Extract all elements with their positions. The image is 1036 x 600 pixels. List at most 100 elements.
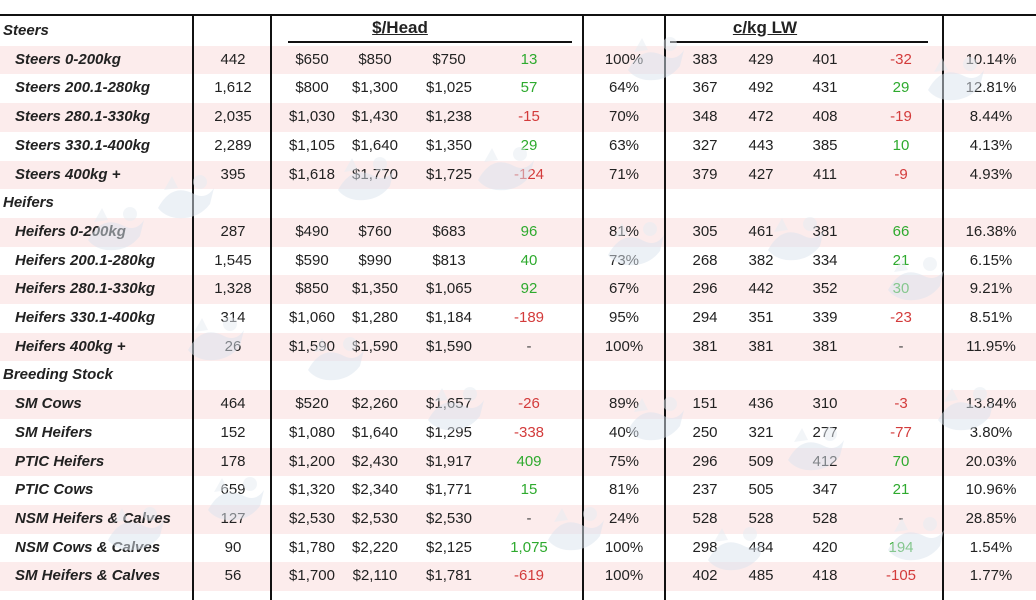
head-count-cell: 2,289 [214, 136, 252, 154]
row-label: PTIC Cows [15, 481, 94, 499]
ckg-change-cell: -19 [890, 108, 912, 126]
percent-cell: 100% [604, 337, 644, 355]
row-label: Steers 280.1-330kg [15, 108, 151, 126]
ckg-min-cell: 296 [692, 280, 718, 298]
ckg-min-cell: 402 [692, 567, 718, 585]
ckg-avg-cell: 381 [812, 337, 838, 355]
ckg-max-cell: 509 [748, 452, 774, 470]
price-max-cell: $2,430 [352, 452, 398, 470]
header-underline-cents [670, 41, 928, 43]
table-row: Heifers 200.1-280kg 1,545 $590 $990 $813 40 73… [0, 247, 1036, 276]
table-row: SM Heifers 152 $1,080 $1,640 $1,295 -338 40% 25… [0, 419, 1036, 448]
percent-cell: 64% [608, 79, 640, 97]
price-max-cell: $2,340 [352, 481, 398, 499]
percent-share-cell: 8.44% [969, 108, 1013, 126]
category-row: Steers [0, 17, 1036, 46]
price-change-cell: 15 [520, 481, 538, 499]
table-row: Steers 280.1-330kg 2,035 $1,030 $1,430 $1,23… [0, 103, 1036, 132]
row-label: Steers 330.1-400kg [15, 136, 151, 154]
row-label: Heifers 200.1-280kg [15, 251, 156, 269]
price-avg-cell: $1,295 [426, 423, 472, 441]
price-avg-cell: $1,065 [426, 280, 472, 298]
price-max-cell: $1,300 [352, 79, 398, 97]
ckg-min-cell: 305 [692, 222, 718, 240]
ckg-avg-cell: 385 [812, 136, 838, 154]
row-label: SM Cows [15, 395, 82, 413]
ckg-avg-cell: 411 [813, 165, 837, 183]
percent-share-cell: 10.96% [965, 481, 1017, 499]
ckg-min-cell: 296 [692, 452, 718, 470]
percent-cell: 63% [608, 136, 640, 154]
ckg-min-cell: 268 [692, 251, 718, 269]
ckg-change-cell: 70 [892, 452, 910, 470]
percent-cell: 89% [608, 395, 640, 413]
price-change-cell: 57 [520, 79, 538, 97]
head-count-cell: 1,545 [214, 251, 252, 269]
table-row: Heifers 0-200kg 287 $490 $760 $683 96 81% 305 46… [0, 217, 1036, 247]
head-count-cell: 56 [224, 567, 242, 585]
ckg-max-cell: 505 [748, 481, 774, 499]
percent-share-cell: 4.13% [969, 136, 1013, 154]
ckg-avg-cell: 277 [812, 423, 838, 441]
percent-share-cell: 8.51% [969, 309, 1013, 326]
table-row: NSM Heifers & Calves 127 $2,530 $2,530 $2,53… [0, 504, 1036, 534]
price-change-cell: -189 [513, 309, 545, 326]
price-min-cell: $650 [295, 50, 329, 68]
ckg-avg-cell: 528 [812, 509, 838, 527]
column-divider [192, 16, 194, 600]
percent-share-cell: 28.85% [965, 509, 1017, 527]
head-count-cell: 287 [220, 222, 246, 240]
price-max-cell: $1,590 [352, 337, 398, 355]
table-row: Heifers 280.1-330kg 1,328 $850 $1,350 $1,065… [0, 275, 1036, 304]
percent-share-cell: 4.93% [969, 165, 1013, 183]
percent-share-cell: 10.14% [965, 50, 1017, 68]
price-max-cell: $1,430 [352, 108, 398, 126]
ckg-change-cell: 21 [892, 251, 910, 269]
price-avg-cell: $1,238 [426, 108, 472, 126]
price-avg-cell: $2,125 [426, 538, 472, 556]
percent-share-cell: 11.95% [966, 337, 1016, 355]
table-row: Heifers 330.1-400kg 314 $1,060 $1,280 $1,184… [0, 304, 1036, 333]
ckg-avg-cell: 381 [812, 222, 838, 240]
table-row: Steers 0-200kg 442 $650 $850 $750 13 100% 383 42… [0, 45, 1036, 75]
head-count-cell: 178 [220, 452, 246, 470]
price-change-cell: 96 [520, 222, 538, 240]
column-divider [582, 16, 584, 600]
price-avg-cell: $1,781 [426, 567, 472, 585]
row-label: Steers 0-200kg [15, 50, 121, 68]
ckg-min-cell: 383 [692, 50, 718, 68]
price-avg-cell: $2,530 [426, 509, 472, 527]
ckg-min-cell: 367 [692, 79, 718, 97]
ckg-max-cell: 484 [748, 538, 774, 556]
price-min-cell: $590 [295, 251, 329, 269]
row-label: SM Heifers [15, 423, 93, 441]
head-count-cell: 659 [220, 481, 246, 499]
price-change-cell: -124 [513, 165, 545, 183]
ckg-max-cell: 443 [748, 136, 774, 154]
percent-share-cell: 1.77% [969, 567, 1013, 585]
row-label: Heifers 280.1-330kg [15, 280, 156, 298]
price-min-cell: $520 [295, 395, 329, 413]
ckg-min-cell: 528 [692, 509, 718, 527]
table-row: Steers 330.1-400kg 2,289 $1,105 $1,640 $1,35… [0, 132, 1036, 161]
price-min-cell: $1,590 [289, 337, 335, 355]
price-max-cell: $990 [358, 251, 392, 269]
price-max-cell: $1,640 [352, 423, 398, 441]
price-min-cell: $2,530 [289, 509, 335, 527]
ckg-change-cell: -77 [890, 423, 912, 441]
percent-share-cell: 3.80% [969, 423, 1013, 441]
percent-cell: 81% [608, 481, 640, 499]
percent-cell: 81% [608, 222, 640, 240]
row-label: NSM Heifers & Calves [15, 509, 171, 527]
price-max-cell: $2,530 [352, 509, 398, 527]
head-count-cell: 26 [224, 337, 242, 355]
table-row: SM Cows 464 $520 $2,260 $1,657 -26 89% 151 436 31… [0, 390, 1036, 419]
head-count-cell: 442 [220, 50, 246, 68]
ckg-change-cell: -32 [890, 50, 912, 68]
ckg-change-cell: -105 [885, 567, 917, 585]
ckg-max-cell: 461 [748, 222, 774, 240]
ckg-avg-cell: 352 [812, 280, 838, 298]
price-avg-cell: $1,917 [426, 452, 472, 470]
ckg-change-cell: -3 [894, 395, 908, 413]
